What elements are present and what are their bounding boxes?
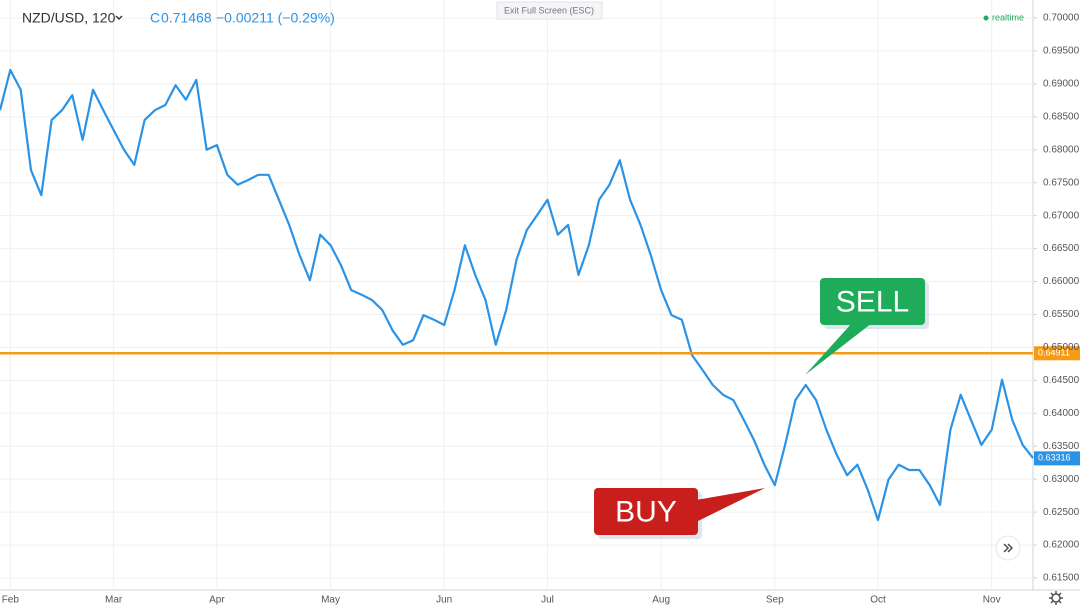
gear-teeth — [1049, 591, 1063, 605]
callout-tail — [805, 323, 872, 375]
symbol-title: NZD/USD, 120 — [22, 10, 116, 26]
y-tick-label: 0.69000 — [1043, 79, 1080, 90]
x-tick-label: Mar — [105, 595, 123, 606]
x-tick-label: May — [321, 595, 340, 606]
y-tick-label: 0.70000 — [1043, 13, 1080, 24]
y-tick-label: 0.63000 — [1043, 474, 1080, 485]
y-tick-label: 0.64000 — [1043, 408, 1080, 419]
change-value: −0.00211 (−0.29%) — [216, 10, 335, 26]
callout-box — [594, 488, 698, 535]
x-tick-label: Feb — [2, 595, 20, 606]
x-tick-label: Oct — [870, 595, 886, 606]
scroll-icon — [1003, 543, 1013, 553]
last-price-box — [1034, 451, 1080, 466]
y-tick-label: 0.65500 — [1043, 309, 1080, 320]
callout: SELL — [805, 278, 929, 375]
callout-text: BUY — [615, 495, 677, 528]
y-tick-label: 0.67500 — [1043, 177, 1080, 188]
x-tick-label: Sep — [766, 595, 784, 606]
status-dot — [983, 15, 989, 21]
y-tick-label: 0.61500 — [1043, 573, 1080, 584]
y-tick-label: 0.68000 — [1043, 144, 1080, 155]
y-tick-label: 0.62000 — [1043, 540, 1080, 551]
plot — [0, 68, 1034, 522]
exit-fullscreen-label: Exit Full Screen (ESC) — [504, 5, 594, 15]
callout-text: SELL — [836, 285, 909, 318]
y-tick-label: 0.68500 — [1043, 111, 1080, 122]
y-tick-label: 0.66000 — [1043, 276, 1080, 287]
x-tick-label: Apr — [209, 595, 225, 606]
level-label: 0.64911 — [1038, 348, 1070, 358]
last-price-label: 0.63316 — [1038, 453, 1071, 463]
x-tick-label: Nov — [983, 595, 1001, 606]
y-tick-label: 0.69500 — [1043, 46, 1080, 57]
close-value: 0.71468 — [161, 10, 212, 26]
x-tick-label: Jun — [436, 595, 452, 606]
y-tick-label: 0.64500 — [1043, 375, 1080, 386]
callout: BUY — [594, 488, 765, 539]
symbol-chevron[interactable] — [115, 15, 123, 20]
status-label: realtime — [992, 12, 1024, 22]
y-tick-label: 0.66500 — [1043, 243, 1080, 254]
x-tick-label: Jul — [541, 595, 554, 606]
y-tick-label: 0.65000 — [1043, 342, 1080, 353]
settings-icon[interactable] — [1049, 591, 1063, 605]
y-tick-label: 0.62500 — [1043, 507, 1080, 518]
exit-fullscreen-button[interactable] — [496, 1, 603, 20]
level-label-box — [1034, 346, 1080, 361]
callout-box — [820, 278, 925, 325]
overlay: 0.64911 0.63316 SELL BUY — [0, 278, 1080, 539]
y-tick-label: 0.63500 — [1043, 441, 1080, 452]
callout-tail — [696, 488, 765, 522]
x-tick-label: Aug — [652, 595, 670, 606]
y-tick-label: 0.67000 — [1043, 210, 1080, 221]
price-line — [0, 68, 1034, 522]
close-label: C — [150, 10, 160, 26]
